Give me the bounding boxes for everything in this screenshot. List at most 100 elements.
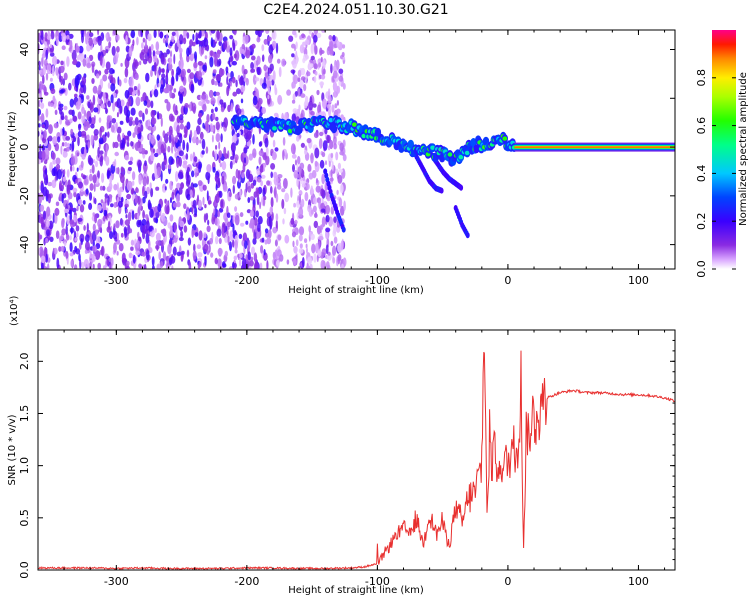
spectrogram-noise-blob [234, 249, 238, 254]
spectrogram-noise-blob [147, 126, 153, 131]
spectrogram-noise-blob [340, 240, 344, 251]
spectrogram-noise-blob [92, 85, 98, 94]
colorbar-tick-label: 0.0 [695, 260, 708, 278]
spectrogram-noise-blob [91, 63, 95, 74]
spectrogram-noise-blob [89, 169, 92, 174]
spectrogram-noise-blob [74, 93, 78, 98]
spectrogram-noise-blob [68, 82, 72, 91]
spectrogram-noise-blob [272, 226, 278, 234]
spectrogram-noise-blob [160, 143, 165, 154]
spectrogram-noise-blob [186, 32, 190, 39]
spectrogram-noise-blob [296, 177, 299, 187]
spectrogram-noise-blob [120, 196, 124, 203]
spectrogram-noise-blob [272, 139, 276, 148]
spectrogram-ytick-label: 20 [18, 91, 31, 105]
spectrogram-noise-blob [300, 76, 306, 81]
spectrogram-noise-blob [325, 244, 329, 255]
spectrogram-noise-blob [127, 98, 132, 107]
spectrogram-noise-blob [79, 258, 82, 269]
spectrogram-noise-blob [320, 56, 323, 63]
spectrogram-noise-blob [197, 70, 202, 80]
spectrogram-noise-blob [212, 51, 216, 58]
spectrogram-noise-blob [171, 144, 174, 154]
spectrogram-noise-blob [207, 175, 210, 185]
snr-ytick-label: 2.0 [18, 353, 31, 371]
spectrogram-noise-blob [330, 240, 334, 247]
spectrogram-noise-blob [268, 74, 274, 81]
spectrogram-noise-blob [291, 154, 297, 159]
spectrogram-noise-blob [169, 197, 173, 204]
spectrogram-noise-blob [86, 44, 91, 52]
spectrogram-noise-blob [210, 30, 216, 34]
spectrogram-noise-blob [91, 164, 95, 174]
spectrogram-noise-blob [339, 150, 345, 156]
spectrogram-noise-blob [240, 98, 244, 104]
spectrogram-noise-blob [136, 219, 142, 228]
spectrogram-noise-blob [147, 54, 153, 64]
spectrogram-noise-blob [313, 34, 318, 43]
spectrogram-noise-blob [124, 228, 128, 239]
spectrogram-noise-blob [100, 103, 106, 109]
spectrogram-noise-blob [201, 150, 205, 155]
spectrogram-track-halo [407, 139, 414, 149]
spectrogram-noise-blob [83, 258, 89, 268]
spectrogram-noise-blob [92, 94, 96, 106]
spectrogram-noise-blob [90, 134, 94, 146]
spectrogram-noise-blob [232, 261, 235, 269]
spectrogram-noise-blob [202, 64, 207, 72]
spectrogram-noise-blob [200, 46, 205, 55]
spectrogram-noise-blob [85, 33, 88, 45]
spectrogram-noise-blob [70, 128, 74, 135]
spectrogram-noise-blob [57, 136, 61, 143]
spectrogram-noise-blob [304, 191, 309, 202]
spectrogram-noise-blob [221, 160, 227, 171]
spectrogram-noise-blob [252, 134, 255, 145]
spectrogram-noise-blob [112, 141, 115, 149]
spectrogram-noise-blob [72, 115, 77, 122]
snr-ylabel: SNR (10 * v/v) [7, 414, 18, 485]
spectrogram-noise-blob [98, 84, 102, 94]
spectrogram-noise-blob [342, 83, 346, 90]
spectrogram-noise-blob [342, 257, 347, 267]
spectrogram-noise-blob [293, 202, 296, 208]
spectrogram-noise-blob [164, 99, 169, 104]
spectrogram-noise-blob [179, 123, 184, 130]
spectrogram-noise-blob [239, 212, 244, 218]
spectrogram-noise-blob [178, 237, 184, 242]
spectrogram-noise-blob [61, 193, 64, 204]
spectrogram-noise-blob [192, 33, 195, 41]
spectrogram-noise-blob [216, 228, 222, 237]
spectrogram-noise-blob [204, 256, 207, 261]
spectrogram-noise-blob [315, 185, 321, 193]
spectrogram-noise-blob [203, 37, 209, 48]
spectrogram-noise-blob [321, 30, 326, 33]
spectrogram-noise-blob [214, 106, 218, 112]
spectrogram-noise-blob [117, 232, 119, 242]
spectrogram-noise-blob [249, 196, 255, 201]
colorbar-gradient [712, 30, 736, 269]
spectrogram-noise-blob [215, 132, 221, 143]
spectrogram-noise-blob [261, 82, 267, 89]
spectrogram-noise-blob [309, 231, 312, 238]
spectrogram-noise-blob [71, 140, 75, 152]
spectrogram-noise-blob [142, 224, 148, 234]
spectrogram-noise-blob [266, 180, 271, 186]
spectrogram-noise-blob [63, 241, 67, 246]
spectrogram-noise-blob [58, 246, 62, 252]
spectrogram-noise-blob [233, 255, 237, 261]
spectrogram-noise-blob [282, 218, 285, 225]
spectrogram-noise-blob [312, 103, 317, 108]
spectrogram-noise-blob [207, 200, 212, 205]
spectrogram-noise-blob [177, 171, 184, 180]
spectrogram-noise-blob [41, 144, 46, 151]
spectrogram-noise-blob [160, 84, 164, 90]
spectrogram-noise-blob [60, 128, 63, 137]
spectrogram-noise-blob [254, 77, 260, 82]
spectrogram-noise-blob [231, 135, 237, 145]
spectrogram-noise-blob [127, 211, 132, 222]
spectrogram-noise-blob [269, 63, 274, 72]
spectrogram-noise-blob [187, 166, 190, 173]
spectrogram-noise-blob [38, 246, 44, 258]
spectrogram-noise-blob [130, 30, 136, 39]
spectrogram-xtick-label: -300 [104, 274, 129, 287]
